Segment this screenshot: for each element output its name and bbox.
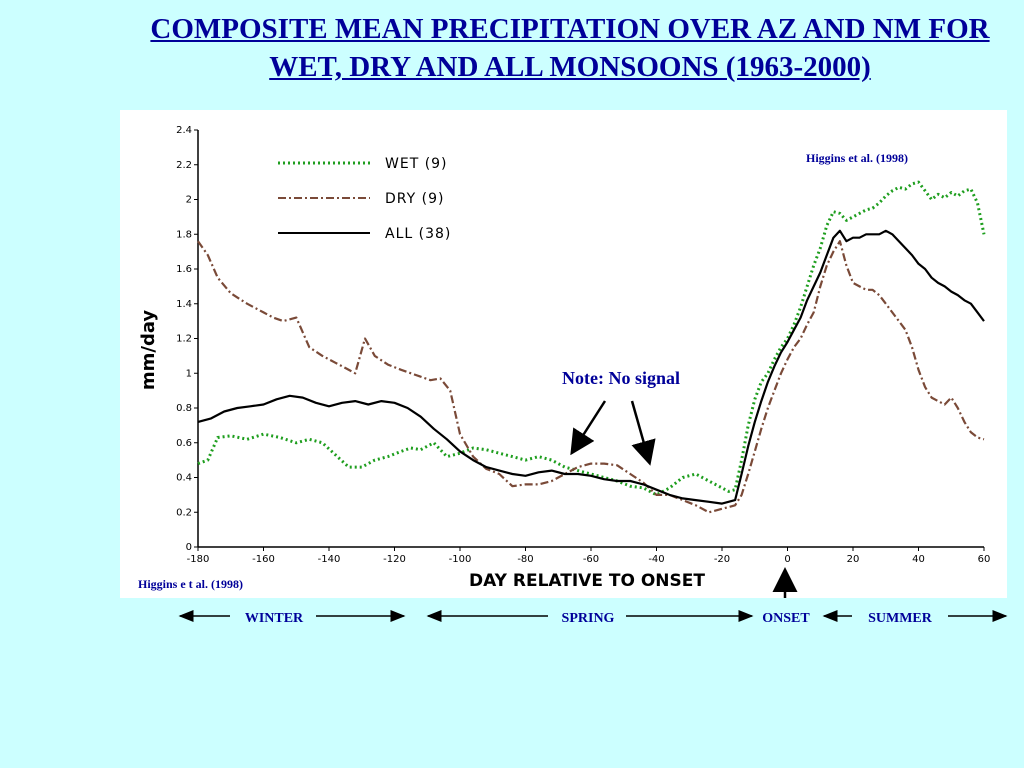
- chart-panel: 0 0.2 0.4 0.6 0.8 1 1.2 1.4 1.6 1.8 2 2.2 2.4 -180 -16…: [120, 110, 1007, 598]
- y-tick-label: 0: [186, 542, 192, 553]
- y-tick-label: 0.6: [176, 438, 192, 449]
- x-tick-label: -180: [187, 554, 210, 565]
- citation-bottom: Higgins e t al. (1998): [138, 577, 243, 591]
- x-tick-label: -100: [449, 554, 472, 565]
- precipitation-chart: 0 0.2 0.4 0.6 0.8 1 1.2 1.4 1.6 1.8 2 2.2 2.4 -180 -16…: [138, 125, 990, 598]
- note-arrow-right: [630, 400, 656, 466]
- season-onset: ONSET: [762, 611, 810, 626]
- legend-label-dry: DRY (9): [385, 191, 444, 207]
- x-tick-label: -60: [583, 554, 599, 565]
- x-tick-label: 20: [847, 554, 860, 565]
- x-tick-label: -140: [318, 554, 341, 565]
- y-tick-label: 0.8: [176, 403, 192, 414]
- note-no-signal: Note: No signal: [562, 368, 680, 388]
- season-summer: SUMMER: [868, 611, 933, 626]
- legend-label-wet: WET (9): [385, 156, 448, 172]
- x-tick-label: 60: [978, 554, 991, 565]
- x-axis-label: DAY RELATIVE TO ONSET: [469, 571, 705, 591]
- x-tick-label: 40: [912, 554, 925, 565]
- season-spring: SPRING: [562, 611, 615, 626]
- y-tick-label: 1.4: [176, 299, 192, 310]
- x-tick-label: -160: [252, 554, 275, 565]
- y-tick-label: 2.4: [176, 125, 192, 136]
- citation-top: Higgins et al. (1998): [806, 151, 908, 165]
- y-tick-label: 1.6: [176, 264, 192, 275]
- legend: WET (9) DRY (9) ALL (38): [278, 156, 451, 242]
- series-line-all: [197, 229, 985, 505]
- x-tick-label: -120: [383, 554, 406, 565]
- season-winter: WINTER: [245, 611, 304, 626]
- x-tick-label: -80: [517, 554, 533, 565]
- legend-label-all: ALL (38): [385, 226, 451, 242]
- y-tick-label: 0.2: [176, 507, 192, 518]
- y-tick-label: 1.2: [176, 334, 192, 345]
- y-tick-label: 2.2: [176, 160, 192, 171]
- series-line-wet: [197, 180, 986, 497]
- x-tick-label: 0: [784, 554, 790, 565]
- x-tick-label: -20: [714, 554, 730, 565]
- plot-area: 0 0.2 0.4 0.6 0.8 1 1.2 1.4 1.6 1.8 2 2.2 2.4 -180 -16…: [176, 125, 990, 565]
- y-axis-label: mm/day: [138, 310, 159, 391]
- series-line-dry: [197, 240, 985, 514]
- y-tick-label: 1: [186, 368, 192, 379]
- note-arrow-left: [570, 400, 607, 456]
- slide-title: COMPOSITE MEAN PRECIPITATION OVER AZ AND…: [150, 13, 990, 83]
- y-tick-label: 2: [186, 195, 192, 206]
- x-tick-label: -40: [648, 554, 664, 565]
- y-tick-label: 1.8: [176, 229, 192, 240]
- y-tick-label: 0.4: [176, 473, 192, 484]
- season-timeline: WINTER SPRING ONSET SUMMER: [178, 610, 1008, 626]
